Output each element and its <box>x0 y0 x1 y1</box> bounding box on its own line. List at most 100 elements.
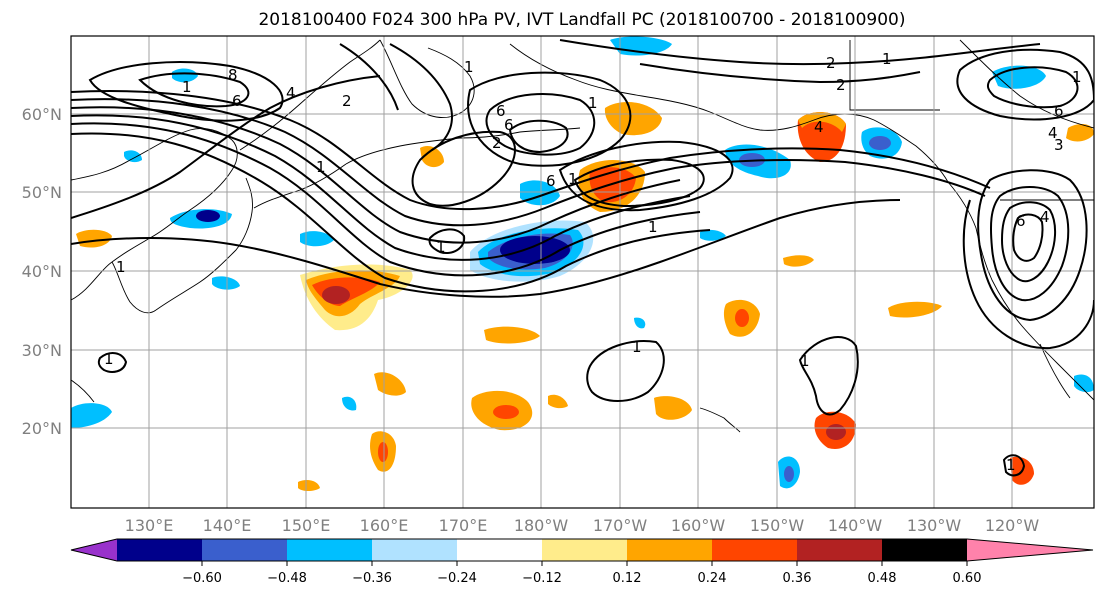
contour-aleutian-low <box>411 130 516 207</box>
coastline-north-america <box>947 181 1094 401</box>
colorbar-tick-label: 0.12 <box>613 571 642 586</box>
contour-label: 2 <box>492 134 502 152</box>
colorbar-bin <box>882 539 967 561</box>
figure-title: 2018100400 F024 300 hPa PV, IVT Landfall… <box>258 10 905 30</box>
contour-bering-3 <box>508 119 569 154</box>
pv-positive-korea <box>76 229 112 248</box>
contour-label: 6 <box>546 172 556 190</box>
contour-label: 1 <box>104 350 114 368</box>
longitude-labels: 130°E 140°E 150°E 160°E 170°E 180°W 170°… <box>125 516 1040 535</box>
contour-label: 1 <box>316 158 326 176</box>
pv-negative-west-edge <box>71 403 112 428</box>
colorbar-outline <box>70 538 1094 562</box>
contour-label: 4 <box>1040 208 1050 226</box>
contour-bering-1 <box>467 71 632 167</box>
pv-negative-subtropic-2 <box>342 396 357 411</box>
pv-positive-ne-corner <box>1066 124 1094 142</box>
coastline-kurils <box>253 163 347 209</box>
pv-positive-subtropic-8 <box>298 480 320 491</box>
contour-label: 2 <box>342 92 352 110</box>
contour-label: 6 <box>1054 102 1064 120</box>
contour-north-1 <box>559 39 1041 66</box>
coastlines <box>71 39 1094 433</box>
contour-label: 1 <box>568 170 578 188</box>
map-area: 8 6 4 2 1 1 1 6 6 2 1 2 4 6 1 1 1 1 1 2 … <box>71 36 1094 508</box>
colorbar-tick-label: −0.48 <box>267 571 307 586</box>
colorbar-bin <box>712 539 797 561</box>
contour-jet-3 <box>71 106 681 244</box>
lat-label: 20°N <box>22 419 62 438</box>
contour-label: 8 <box>228 66 238 84</box>
contour-label: 2 <box>826 54 836 72</box>
contour-label: 1 <box>116 258 126 276</box>
contour-label: 1 <box>1006 456 1016 474</box>
coastline-kamchatka <box>239 39 381 151</box>
lat-label: 40°N <box>22 262 62 281</box>
ivt-contours <box>71 39 1094 477</box>
pv-negative-small-4 <box>212 276 240 290</box>
contour-label: 1 <box>648 218 658 236</box>
contour-label: 3 <box>1054 136 1064 154</box>
colorbar-bin <box>202 539 287 561</box>
contour-jet-6 <box>71 132 711 293</box>
contour-label: 4 <box>286 84 296 102</box>
contour-jet-5 <box>71 122 701 277</box>
pv-negative-small-north <box>700 229 726 241</box>
pv-negative-small-3 <box>300 231 334 247</box>
lon-label: 130°E <box>125 516 174 535</box>
colorbar-tick-label: 0.24 <box>698 571 727 586</box>
contour-hawaii-loop <box>586 340 665 402</box>
coastline-siberia <box>379 39 475 119</box>
colorbar-tick-label: −0.36 <box>352 571 392 586</box>
colorbar-bin <box>287 539 372 561</box>
lon-label: 150°E <box>282 516 331 535</box>
contour-west-coast-3 <box>1000 201 1056 283</box>
contour-ne-low-1 <box>956 48 1094 121</box>
contour-label: 1 <box>436 238 446 256</box>
contour-bering-2 <box>485 93 596 156</box>
pv-positive-small-5 <box>783 255 814 267</box>
pv-negative-small-nw <box>124 150 142 163</box>
contour-se-loop <box>1002 454 1026 477</box>
contour-label: 1 <box>588 94 598 112</box>
lat-label: 30°N <box>22 341 62 360</box>
pv-positive-small-2 <box>484 326 540 344</box>
lon-label: 120°W <box>985 516 1040 535</box>
pv-positive-small-4 <box>888 301 942 318</box>
contour-label: 1 <box>632 338 642 356</box>
contour-west-coast-2 <box>990 186 1070 302</box>
colorbar-bin <box>797 539 882 561</box>
pv-positive-subtropic-2 <box>654 396 692 420</box>
coastline-alaska <box>509 43 949 183</box>
colorbar-bin <box>627 539 712 561</box>
colorbar-tick-label: 0.36 <box>783 571 812 586</box>
contour-label: 1 <box>1072 68 1082 86</box>
colorbar-over-triangle <box>967 539 1093 561</box>
pv-positive-region-160w <box>604 102 662 136</box>
contour-west-coast-5 <box>962 199 1094 350</box>
pv-positive-subtropic-4-core <box>378 442 388 462</box>
contour-label: 6 <box>232 92 242 110</box>
pv-negative-japan-sea-core <box>196 210 220 222</box>
contour-kamchatka-high <box>88 61 284 122</box>
pv-positive-subtropic-3 <box>374 372 406 396</box>
lon-label: 170°E <box>439 516 488 535</box>
pv-positive-subtropic-7 <box>548 394 568 409</box>
coastline-aleutians <box>345 127 581 165</box>
contour-west-coast-4 <box>1012 213 1044 262</box>
contour-label: 4 <box>1048 124 1058 142</box>
contour-outer-north <box>71 75 381 219</box>
pv-negative-hawaii-region <box>634 317 646 329</box>
colorbar-tick-label: 0.60 <box>953 571 982 586</box>
pv-negative-subtropic-1-core <box>784 466 794 482</box>
contour-siberia-2 <box>339 43 399 111</box>
pv-negative-core-138w <box>869 136 891 150</box>
pv-negative-far-east <box>1074 374 1094 393</box>
lon-label: 180°W <box>514 516 569 535</box>
lat-label: 60°N <box>22 105 62 124</box>
contour-outer-south <box>71 199 901 298</box>
contour-label: 4 <box>814 118 824 136</box>
colorbar-tick-label: 0.48 <box>868 571 897 586</box>
contour-jet-1 <box>71 90 991 211</box>
